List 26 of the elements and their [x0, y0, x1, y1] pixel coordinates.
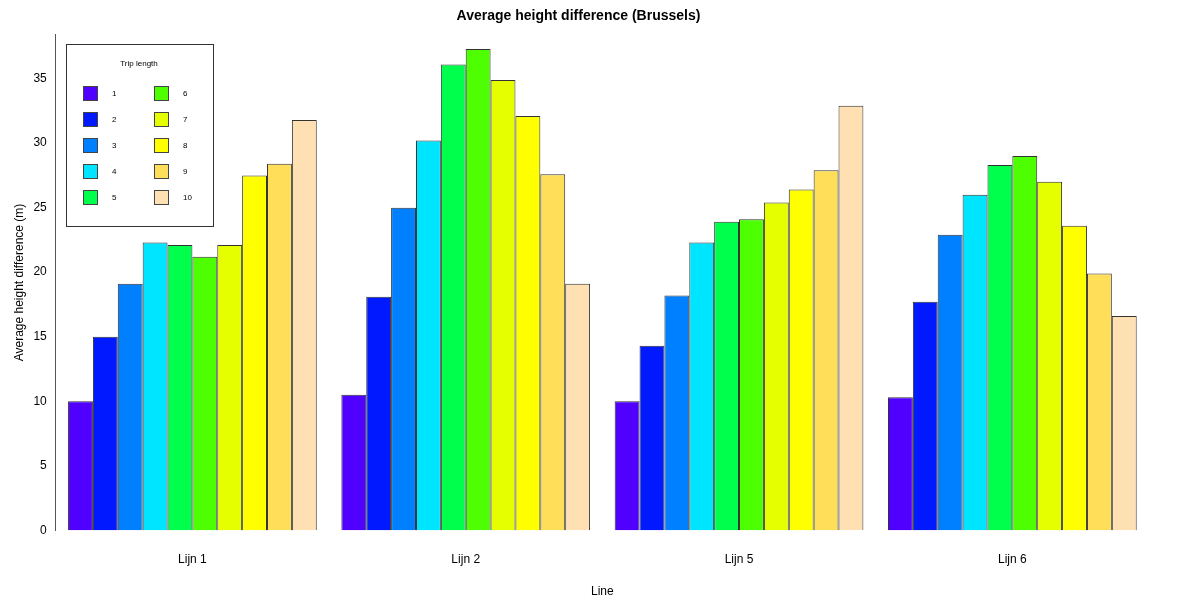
legend-label: 8	[183, 140, 189, 150]
x-axis-title: Line	[591, 584, 615, 599]
y-tick-label: 15	[33, 329, 48, 343]
legend-label: 3	[112, 140, 118, 150]
legend-label: 5	[112, 192, 118, 202]
x-tick-label: Lijn 2	[451, 551, 481, 566]
legend-label: 7	[183, 114, 189, 124]
legend-label: 4	[112, 166, 118, 176]
y-axis-title: Average height difference (m)	[11, 203, 26, 362]
y-tick-label: 0	[40, 522, 48, 537]
y-tick-label: 25	[33, 199, 48, 214]
legend-label: 2	[112, 114, 118, 124]
y-tick-label: 10	[33, 393, 48, 408]
y-tick-label: 20	[33, 264, 48, 279]
x-tick-label: Lijn 5	[724, 551, 754, 566]
y-tick-label: 30	[33, 135, 48, 150]
legend-title: Trip length	[119, 59, 159, 68]
legend-label: 9	[183, 166, 189, 176]
legend-label: 10	[183, 192, 193, 202]
x-tick-label: Lijn 1	[178, 551, 208, 566]
y-tick-label: 35	[33, 70, 48, 85]
y-tick-label: 5	[40, 458, 48, 473]
x-tick-label: Lijn 6	[998, 551, 1028, 566]
legend-label: 1	[112, 88, 118, 98]
legend-label: 6	[183, 88, 189, 98]
chart-title: Average height difference (Brussels)	[456, 7, 701, 24]
